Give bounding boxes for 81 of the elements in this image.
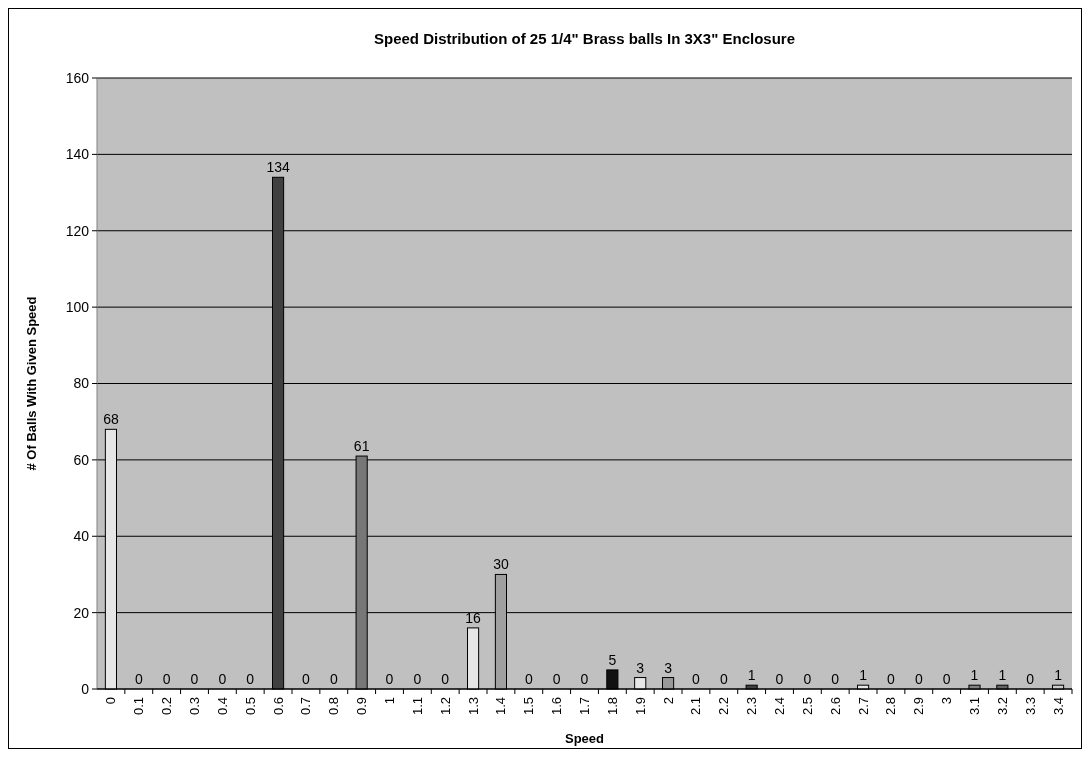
x-tick-label: 1 [382, 697, 398, 705]
y-tick-label: 120 [65, 222, 90, 239]
x-tick-label: 2.5 [799, 697, 815, 716]
data-label: 0 [552, 671, 561, 687]
data-label: 68 [103, 411, 119, 428]
x-tick-label: 2.1 [688, 697, 704, 716]
x-tick-label: 2.8 [883, 697, 899, 716]
x-tick-label: 3.3 [1022, 697, 1038, 716]
data-label: 0 [162, 671, 171, 687]
data-label: 1 [747, 667, 756, 684]
data-label: 0 [914, 671, 923, 687]
x-tick-label: 2.7 [855, 697, 871, 716]
x-tick-label: 0.8 [326, 697, 342, 716]
x-tick-label: 2.4 [772, 697, 788, 716]
x-axis-title: Speed [564, 731, 605, 746]
data-label: 61 [353, 438, 370, 455]
data-label: 0 [831, 671, 840, 687]
data-label: 0 [1026, 671, 1035, 687]
data-label: 0 [692, 671, 701, 687]
x-tick-label: 1.6 [549, 697, 565, 716]
data-label: 0 [803, 671, 812, 687]
y-axis-title: # Of Balls With Given Speed [24, 296, 39, 471]
x-tick-label: 2 [660, 697, 676, 705]
x-tick-label: 2.9 [911, 697, 927, 716]
x-tick-label: 1.3 [465, 697, 481, 716]
y-tick-label: 160 [65, 69, 90, 86]
data-label: 0 [329, 671, 338, 687]
data-label: 1 [998, 667, 1007, 684]
y-tick-label: 100 [65, 299, 90, 316]
x-tick-label: 1.7 [577, 697, 593, 716]
x-tick-label: 0.9 [354, 697, 370, 716]
data-label: 3 [636, 659, 645, 676]
x-tick-label: 0.3 [187, 697, 203, 716]
data-label: 0 [775, 671, 784, 687]
x-tick-label: 2.6 [827, 697, 843, 716]
y-tick-label: 20 [73, 604, 90, 621]
x-tick-label: 0 [103, 697, 119, 705]
x-tick-label: 3 [939, 697, 955, 705]
data-label: 1 [859, 667, 868, 684]
data-label: 1 [970, 667, 979, 684]
data-label: 0 [134, 671, 143, 687]
data-label: 0 [441, 671, 450, 687]
x-tick-label: 3.1 [967, 697, 983, 716]
data-label: 0 [246, 671, 255, 687]
x-tick-label: 1.9 [632, 697, 648, 716]
data-label: 0 [413, 671, 422, 687]
data-label: 0 [580, 671, 589, 687]
x-tick-label: 1.5 [521, 697, 537, 716]
x-tick-label: 1.2 [437, 697, 453, 716]
data-label: 0 [524, 671, 533, 687]
data-label: 0 [385, 671, 394, 687]
x-tick-label: 0.6 [270, 697, 286, 716]
x-tick-label: 0.5 [242, 697, 258, 716]
data-label: 0 [942, 671, 951, 687]
x-tick-label: 2.3 [744, 697, 760, 716]
x-tick-label: 0.4 [214, 697, 230, 716]
data-label: 0 [190, 671, 199, 687]
x-tick-label: 0.7 [298, 697, 314, 716]
data-label: 3 [664, 659, 673, 676]
x-tick-label: 3.4 [1050, 697, 1066, 716]
data-label: 0 [218, 671, 227, 687]
data-label: 0 [302, 671, 311, 687]
y-tick-label: 60 [73, 451, 90, 468]
data-label: 30 [493, 556, 509, 573]
data-label: 0 [887, 671, 896, 687]
y-tick-label: 80 [73, 375, 90, 392]
x-tick-label: 0.1 [131, 697, 147, 716]
x-tick-label: 1.4 [493, 697, 509, 716]
x-tick-label: 1.8 [604, 697, 620, 716]
data-label: 134 [266, 159, 290, 176]
data-label: 5 [608, 651, 617, 668]
data-label: 0 [719, 671, 728, 687]
chart-title: Speed Distribution of 25 1/4" Brass balls In 3X3" Enclosure [373, 30, 796, 47]
x-tick-label: 3.2 [994, 697, 1010, 716]
x-tick-label: 2.2 [716, 697, 732, 716]
data-label: 1 [1054, 667, 1063, 684]
data-label: 16 [465, 609, 482, 626]
y-tick-label: 140 [65, 146, 90, 163]
x-tick-label: 0.2 [159, 697, 175, 716]
y-tick-label: 40 [73, 528, 90, 545]
x-tick-label: 1.1 [409, 697, 425, 716]
